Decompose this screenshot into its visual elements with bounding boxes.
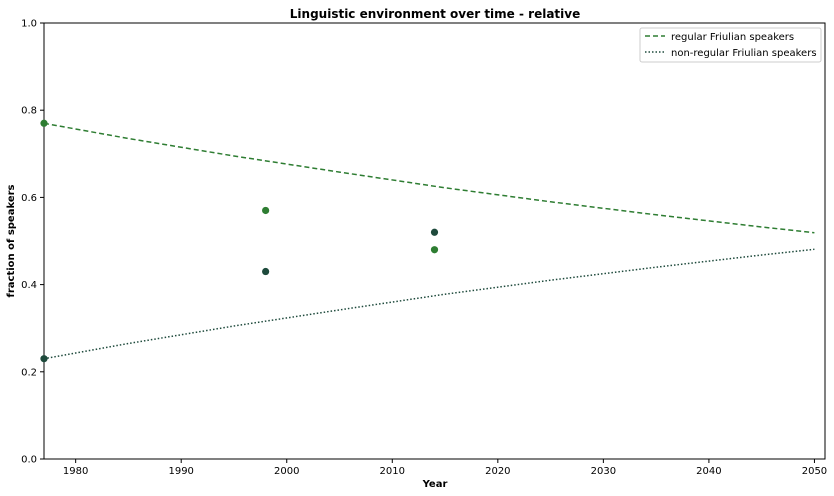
x-tick-label: 2000 bbox=[274, 466, 299, 477]
y-tick-label: 0.4 bbox=[21, 280, 37, 291]
observation-point bbox=[40, 119, 48, 127]
x-tick-label: 2030 bbox=[591, 466, 616, 477]
observation-point bbox=[262, 206, 270, 215]
observation-point bbox=[430, 228, 439, 236]
x-tick-label: 2010 bbox=[380, 466, 405, 477]
observation-point bbox=[262, 267, 270, 276]
x-axis-label: Year bbox=[422, 479, 448, 490]
legend: regular Friulian speakers non-regular Fr… bbox=[639, 27, 822, 63]
legend-label-non-regular: non-regular Friulian speakers bbox=[671, 48, 817, 59]
y-axis: 0.0 0.2 0.4 0.6 0.8 1.0 bbox=[21, 19, 44, 466]
observation-point bbox=[40, 355, 48, 363]
x-tick-label: 2040 bbox=[696, 466, 721, 477]
x-axis: 1980 1990 2000 2010 2020 2030 2040 2050 bbox=[63, 459, 827, 477]
x-tick-label: 1980 bbox=[63, 466, 88, 477]
observation-point bbox=[430, 246, 439, 254]
series-line-regular bbox=[43, 122, 815, 234]
legend-box bbox=[639, 27, 822, 63]
y-axis-label: fraction of speakers bbox=[6, 184, 17, 297]
plot-area-frame bbox=[43, 22, 826, 460]
y-tick-label: 0.0 bbox=[21, 455, 37, 466]
chart-title: Linguistic environment over time - relat… bbox=[290, 7, 580, 21]
x-tick-label: 1990 bbox=[168, 466, 193, 477]
series-line-non-regular bbox=[43, 248, 815, 360]
legend-label-regular: regular Friulian speakers bbox=[671, 32, 794, 43]
x-tick-label: 2050 bbox=[802, 466, 827, 477]
y-tick-label: 0.6 bbox=[21, 193, 37, 204]
series-layer bbox=[43, 122, 815, 360]
y-tick-label: 0.8 bbox=[21, 106, 37, 117]
y-tick-label: 1.0 bbox=[21, 19, 37, 30]
observation-points bbox=[40, 119, 439, 363]
y-tick-label: 0.2 bbox=[21, 367, 37, 378]
x-tick-label: 2020 bbox=[485, 466, 510, 477]
